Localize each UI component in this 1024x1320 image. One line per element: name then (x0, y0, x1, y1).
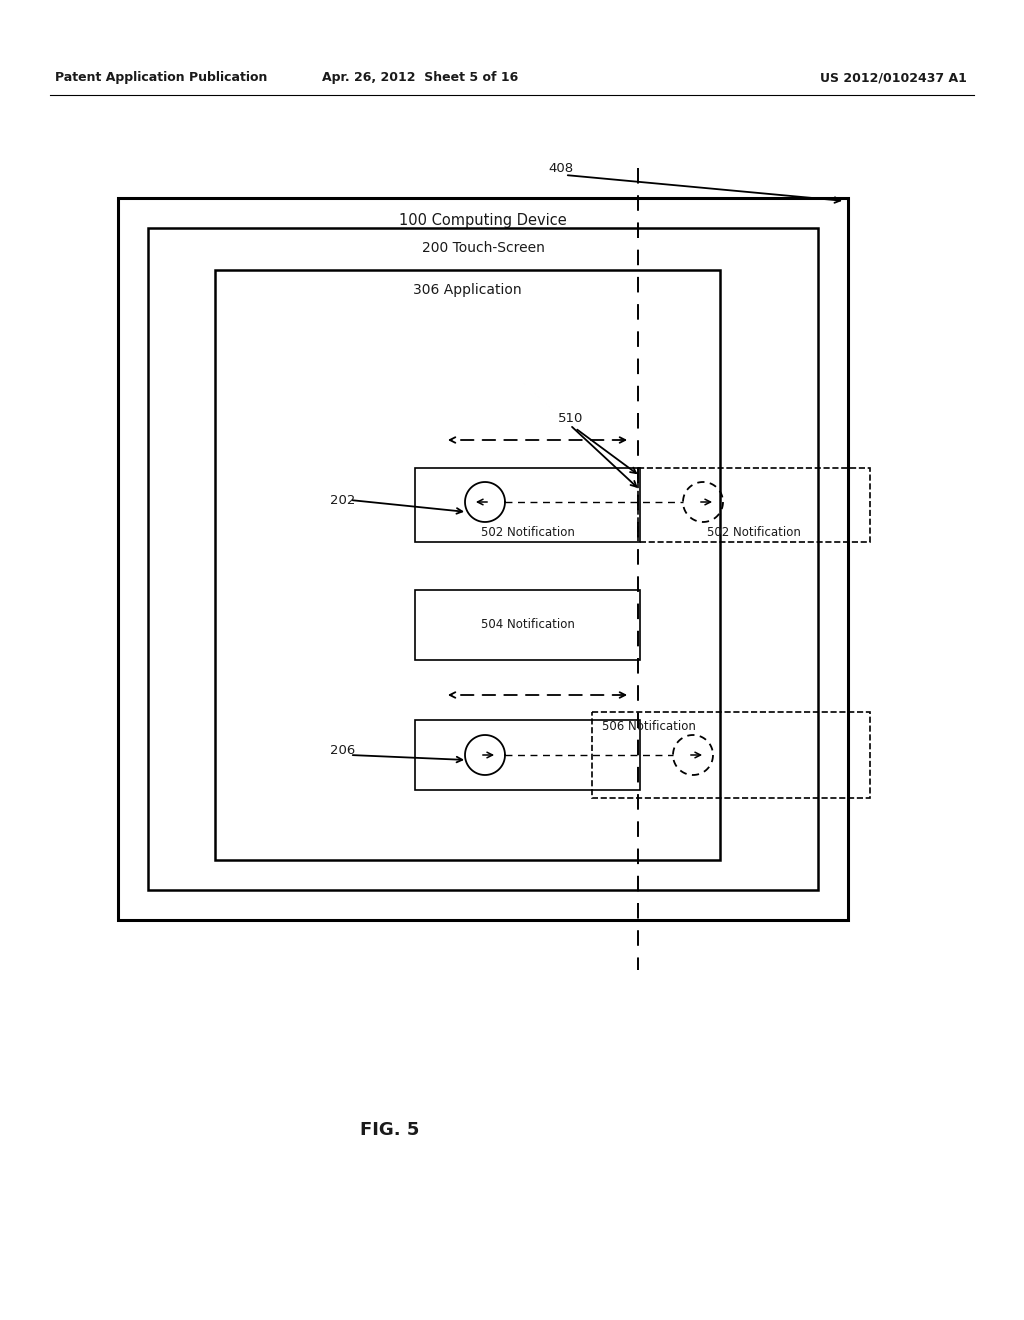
Text: FIG. 5: FIG. 5 (360, 1121, 420, 1139)
Text: 504 Notification: 504 Notification (480, 619, 574, 631)
Text: 502 Notification: 502 Notification (480, 525, 574, 539)
Bar (215, 271, 720, 861)
Bar (638, 469, 870, 543)
Text: 510: 510 (558, 412, 584, 425)
Bar (592, 711, 870, 799)
Text: 506 Notification: 506 Notification (602, 719, 696, 733)
Bar (118, 198, 848, 920)
Text: 306 Application: 306 Application (414, 282, 522, 297)
Text: 202: 202 (330, 494, 355, 507)
Text: 502 Notification: 502 Notification (707, 525, 801, 539)
Text: Apr. 26, 2012  Sheet 5 of 16: Apr. 26, 2012 Sheet 5 of 16 (322, 71, 518, 84)
Text: US 2012/0102437 A1: US 2012/0102437 A1 (820, 71, 967, 84)
Bar (148, 228, 818, 890)
Text: 200 Touch-Screen: 200 Touch-Screen (422, 242, 545, 255)
Bar (415, 590, 640, 660)
Text: Patent Application Publication: Patent Application Publication (55, 71, 267, 84)
Text: 408: 408 (548, 161, 573, 174)
Text: 206: 206 (330, 743, 355, 756)
Bar (415, 719, 640, 789)
Bar (415, 469, 640, 543)
Text: 100 Computing Device: 100 Computing Device (399, 213, 567, 227)
